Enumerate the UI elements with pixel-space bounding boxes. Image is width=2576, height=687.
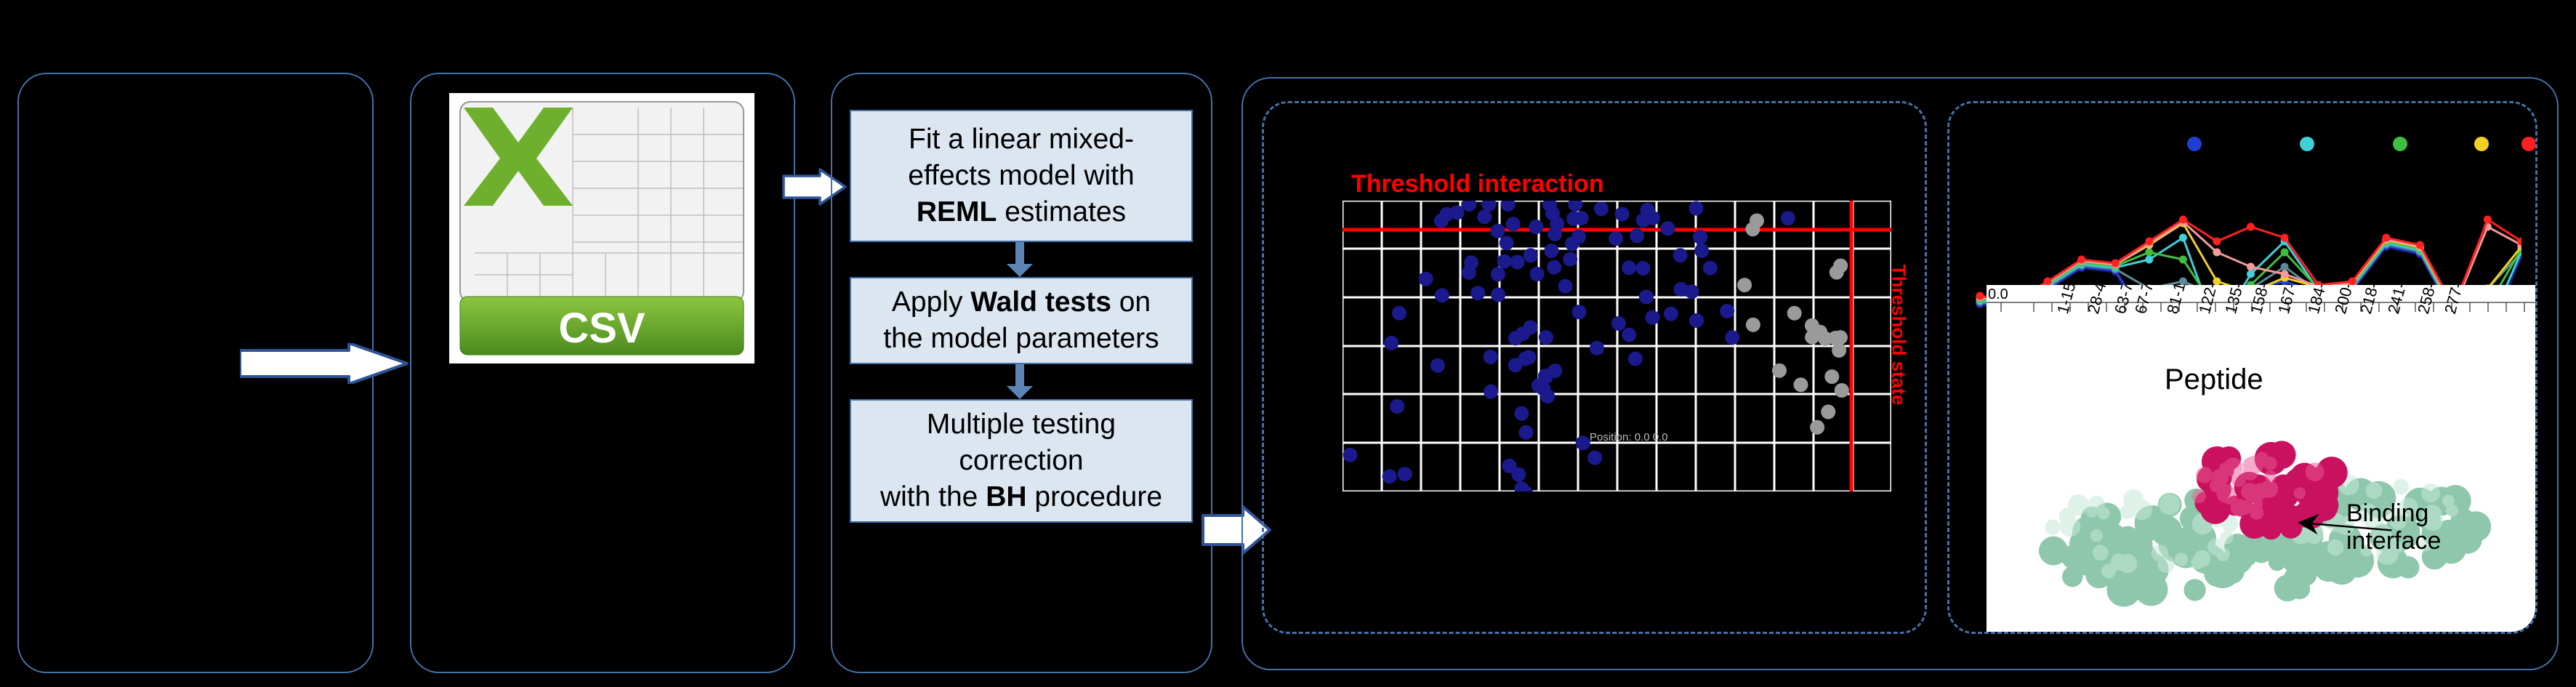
svg-text:Position: 0.0 0.0: Position: 0.0 0.0 <box>1590 431 1668 443</box>
svg-text:CSV: CSV <box>558 305 645 352</box>
